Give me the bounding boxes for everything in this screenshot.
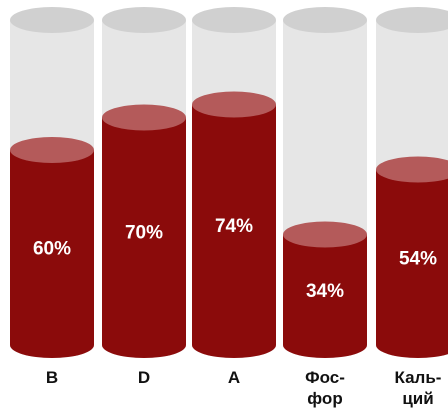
x-tick-label: Каль- bbox=[395, 368, 442, 387]
bar-value-top bbox=[376, 156, 448, 183]
cylinder-empty-top bbox=[192, 7, 276, 33]
data-label: 70% bbox=[125, 222, 163, 243]
cylinder-empty-top bbox=[376, 7, 448, 33]
bar-value-fill bbox=[376, 169, 448, 358]
data-label: 74% bbox=[215, 216, 253, 237]
bar-value-fill bbox=[283, 234, 367, 358]
data-label: 34% bbox=[306, 281, 344, 302]
cylinder-empty-top bbox=[283, 7, 367, 33]
cylinder-empty-top bbox=[102, 7, 186, 33]
x-tick-label: Фос- bbox=[305, 368, 345, 387]
cylinder-empty-top bbox=[10, 7, 94, 33]
x-tick-label: A bbox=[228, 368, 240, 387]
x-tick-label: ций bbox=[402, 389, 433, 408]
data-label: 60% bbox=[33, 239, 71, 260]
x-tick-label: фор bbox=[307, 389, 342, 408]
x-tick-label: D bbox=[138, 368, 150, 387]
bar-value-top bbox=[10, 137, 94, 163]
bar-value-fill bbox=[102, 117, 186, 358]
bar-value-fill bbox=[192, 104, 276, 358]
bar-value-fill bbox=[10, 150, 94, 358]
bar-value-top bbox=[283, 221, 367, 248]
bar-value-top bbox=[102, 104, 186, 131]
x-tick-label: B bbox=[46, 368, 58, 387]
data-label: 54% bbox=[399, 248, 437, 269]
bar-value-top bbox=[192, 91, 276, 118]
